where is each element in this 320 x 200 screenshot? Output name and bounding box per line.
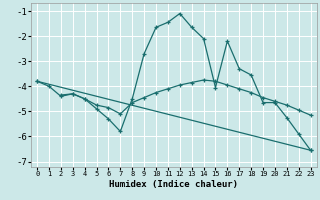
- X-axis label: Humidex (Indice chaleur): Humidex (Indice chaleur): [109, 180, 238, 189]
